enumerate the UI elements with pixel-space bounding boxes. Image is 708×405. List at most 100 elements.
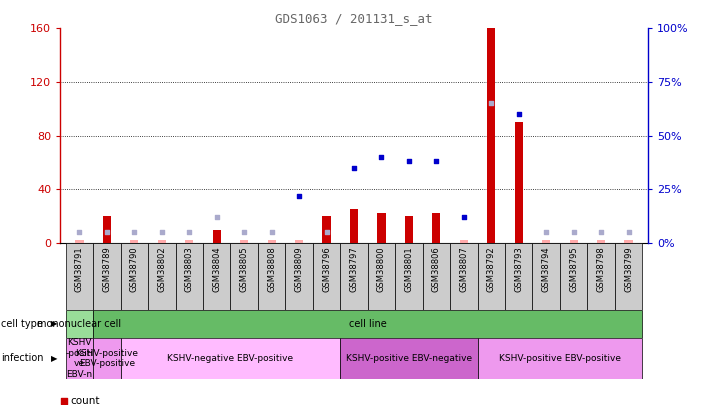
Bar [66,338,93,379]
Text: count: count [71,396,101,405]
Bar [542,240,550,243]
Bar [313,243,341,310]
Point [74,229,85,236]
Bar [395,243,423,310]
Point [348,164,360,171]
Bar [93,243,120,310]
Point [239,229,250,236]
Text: GSM38807: GSM38807 [459,246,468,292]
Bar [487,28,496,243]
Bar [423,243,450,310]
Point [101,229,113,236]
Point [513,111,525,117]
Bar [478,243,505,310]
Bar [459,240,468,243]
Bar [176,243,203,310]
Bar [75,240,84,243]
Bar [532,243,560,310]
Bar [203,243,230,310]
Point [430,158,442,165]
Bar [560,243,588,310]
Bar [148,243,176,310]
Point [211,214,222,220]
Text: KSHV-negative EBV-positive: KSHV-negative EBV-positive [167,354,294,363]
Bar [624,240,633,243]
Bar [295,240,303,243]
Text: GSM38790: GSM38790 [130,246,139,292]
Text: GSM38809: GSM38809 [295,246,304,292]
Bar [66,310,93,338]
Text: infection: infection [1,354,44,363]
Point [568,229,579,236]
Text: KSHV-positive
EBV-positive: KSHV-positive EBV-positive [75,349,138,368]
Text: GSM38803: GSM38803 [185,246,194,292]
Text: ▶: ▶ [51,320,57,328]
Bar [597,240,605,243]
Point [58,398,69,405]
Text: GSM38794: GSM38794 [542,246,551,292]
Text: GSM38798: GSM38798 [597,246,605,292]
Bar [230,243,258,310]
Text: GSM38796: GSM38796 [322,246,331,292]
Bar [505,243,532,310]
Point [623,229,634,236]
Bar [341,338,478,379]
Bar [377,213,386,243]
Bar [212,230,221,243]
Bar [285,243,313,310]
Bar [350,209,358,243]
Text: GSM38808: GSM38808 [267,246,276,292]
Bar [341,243,367,310]
Text: GSM38800: GSM38800 [377,246,386,292]
Text: GSM38793: GSM38793 [514,246,523,292]
Text: GSM38806: GSM38806 [432,246,441,292]
Bar [240,240,249,243]
Text: GDS1063 / 201131_s_at: GDS1063 / 201131_s_at [275,12,433,25]
Bar [268,240,275,243]
Point [321,229,332,236]
Text: GSM38799: GSM38799 [624,246,633,292]
Bar [322,216,331,243]
Text: GSM38795: GSM38795 [569,246,578,292]
Text: cell line: cell line [349,319,387,329]
Bar [367,243,395,310]
Text: GSM38797: GSM38797 [350,246,358,292]
Bar [478,338,642,379]
Bar [515,122,523,243]
Text: GSM38801: GSM38801 [404,246,413,292]
Text: KSHV-positive EBV-positive: KSHV-positive EBV-positive [499,354,621,363]
Text: GSM38789: GSM38789 [103,246,111,292]
Text: mononuclear cell: mononuclear cell [38,319,122,329]
Bar [158,240,166,243]
Bar [588,243,615,310]
Bar [120,338,341,379]
Text: GSM38802: GSM38802 [157,246,166,292]
Point [156,229,168,236]
Text: GSM38792: GSM38792 [487,246,496,292]
Bar [185,240,193,243]
Point [266,229,278,236]
Point [595,229,607,236]
Point [404,158,415,165]
Text: GSM38791: GSM38791 [75,246,84,292]
Point [183,229,195,236]
Bar [615,243,642,310]
Point [129,229,140,236]
Text: KSHV-positive EBV-negative: KSHV-positive EBV-negative [346,354,472,363]
Bar [93,338,120,379]
Bar [130,240,139,243]
Bar [405,216,413,243]
Bar [433,213,440,243]
Point [540,229,552,236]
Point [486,100,497,107]
Text: ▶: ▶ [51,354,57,363]
Text: cell type: cell type [1,319,43,329]
Bar [450,243,478,310]
Bar [66,243,93,310]
Bar [258,243,285,310]
Bar [103,216,111,243]
Point [458,214,469,220]
Point [376,154,387,160]
Point [293,192,304,199]
Text: GSM38805: GSM38805 [240,246,249,292]
